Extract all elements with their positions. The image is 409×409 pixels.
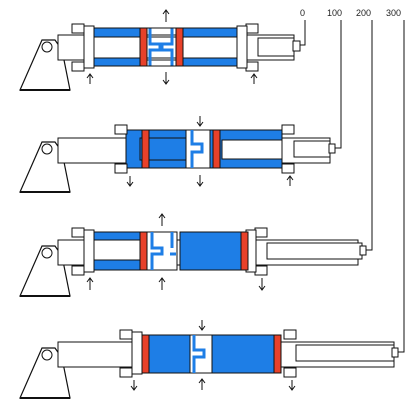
piston-rod — [295, 344, 395, 362]
end-cap-right-bottom — [281, 163, 295, 174]
port-arrow-down — [288, 380, 296, 391]
end-cap-right-top — [245, 23, 259, 34]
scale-label-300: 300 — [386, 8, 401, 18]
fluid-chamber-left — [145, 334, 191, 374]
end-cap-right-top — [281, 124, 295, 135]
end-cap-right-bottom — [283, 367, 297, 378]
end-cap-right-top — [283, 329, 297, 340]
port-arrow-up — [158, 213, 166, 226]
end-cap-left-top — [114, 124, 128, 135]
port-arrow-up — [86, 277, 94, 290]
stage-3-extended-200 — [19, 213, 367, 297]
rod-tip — [292, 40, 301, 52]
port-arrow-down — [258, 278, 266, 291]
port-arrow-down — [198, 320, 206, 331]
piston-right — [273, 334, 282, 374]
end-cap-left-top — [119, 329, 133, 340]
scale-label-0: 0 — [300, 8, 305, 18]
leader-line-300 — [398, 20, 405, 353]
port-arrow-down — [196, 116, 204, 127]
piston-left — [139, 231, 148, 271]
port-arrow-right — [250, 73, 258, 84]
end-cap-left-bottom — [71, 61, 85, 72]
port-arrow-up — [162, 9, 170, 22]
stage-1-retracted — [19, 9, 301, 91]
valve-passage — [192, 335, 206, 373]
piston-left — [141, 129, 150, 169]
piston-rod — [293, 140, 331, 158]
valve-passage — [148, 28, 174, 66]
port-arrow-up — [158, 277, 166, 290]
rod-tip — [328, 143, 336, 154]
port-arrow-down — [162, 72, 170, 85]
piston-left — [141, 334, 150, 374]
end-cap-right-bottom — [245, 61, 259, 72]
end-cap-right-top — [254, 227, 268, 238]
mount-pivot — [41, 143, 53, 155]
stage-4-extended-300 — [19, 320, 399, 399]
leader-line-100 — [335, 20, 342, 149]
port-arrow-down — [130, 380, 138, 391]
rod-tip — [359, 245, 367, 256]
end-cap-left-bottom — [71, 265, 85, 276]
port-arrow-up — [198, 378, 206, 390]
end-cap-left-bottom — [114, 163, 128, 174]
fluid-chamber-right — [179, 231, 247, 271]
rod-tip — [391, 347, 399, 358]
mount-pivot — [41, 247, 53, 259]
piston-rod — [266, 242, 363, 260]
scale-label-200: 200 — [356, 8, 371, 18]
end-cap-left-top — [71, 227, 85, 238]
stage-2-extended-100 — [19, 116, 336, 193]
port-arrow-up — [286, 175, 294, 186]
piston-rod — [257, 37, 295, 57]
leader-line-200 — [366, 20, 373, 251]
port-arrow-down — [196, 175, 204, 187]
leader-line-0 — [300, 20, 306, 46]
fluid-chamber-right — [209, 334, 279, 374]
piston-right — [240, 231, 249, 271]
scale-label-100: 100 — [327, 8, 342, 18]
end-cap-left-bottom — [119, 367, 133, 378]
port-arrow-down — [126, 176, 134, 187]
piston-right — [175, 27, 184, 67]
end-cap-left-top — [71, 23, 85, 34]
mount-pivot — [41, 41, 53, 53]
end-cap-right-bottom — [254, 265, 268, 276]
piston-right — [212, 129, 221, 169]
valve-passage — [150, 232, 176, 270]
piston-left — [139, 27, 148, 67]
port-arrow-left — [86, 73, 94, 84]
mount-pivot — [41, 349, 53, 361]
